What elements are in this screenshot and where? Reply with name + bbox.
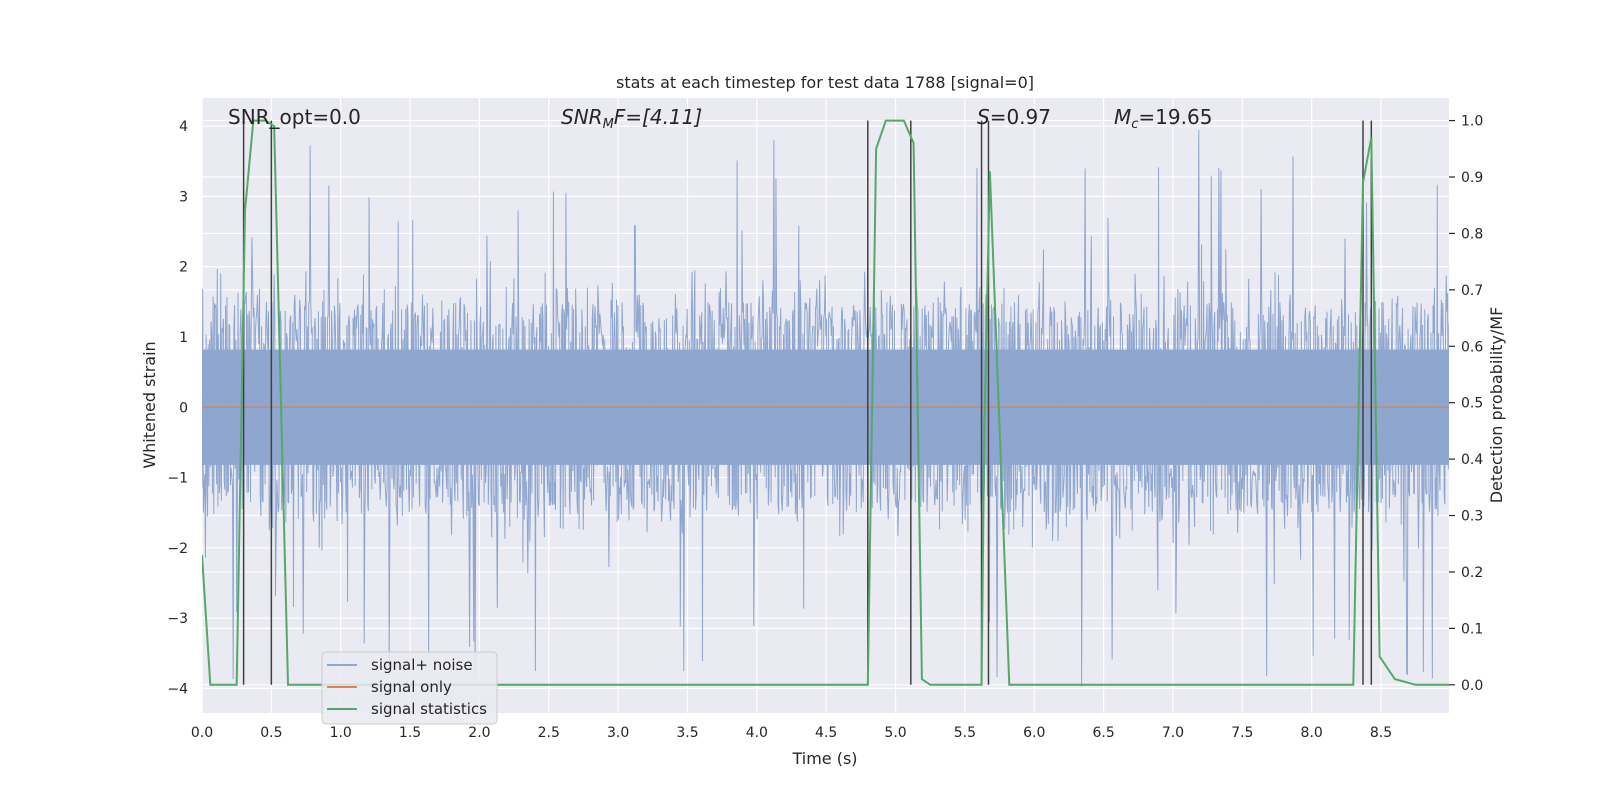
y-right-tick-label: 0.6 [1461, 339, 1483, 355]
x-tick-label: 8.0 [1301, 725, 1323, 741]
annotation-s-label: S [977, 105, 990, 129]
annotation-mc-sub: c [1131, 117, 1138, 132]
plot-area [202, 119, 1449, 687]
x-tick-label: 1.5 [399, 725, 421, 741]
x-tick-label: 5.5 [954, 725, 976, 741]
x-tick-label: 2.0 [468, 725, 490, 741]
y-tick-label: 0 [179, 400, 188, 416]
y-tick-label: 4 [179, 119, 188, 135]
x-tick-label: 3.5 [676, 725, 698, 741]
annotation-snr-mf-sub: M [603, 117, 614, 132]
chart-title: stats at each timestep for test data 178… [616, 73, 1034, 92]
y-right-tick-label: 1.0 [1461, 114, 1483, 130]
annotation-s-value: =0.97 [990, 105, 1051, 129]
x-tick-label: 6.5 [1092, 725, 1114, 741]
x-tick-label: 7.5 [1231, 725, 1253, 741]
x-tick-label: 2.5 [538, 725, 560, 741]
y-tick-label: −2 [167, 541, 188, 557]
y-tick-label: −4 [167, 681, 188, 697]
y-right-tick-label: 0.4 [1461, 452, 1483, 468]
annotation-mc-label: M [1114, 105, 1131, 129]
y-right-axis-label: Detection probability/MF [1487, 307, 1506, 504]
y-right-tick-label: 0.3 [1461, 509, 1483, 525]
y-tick-label: −1 [167, 471, 188, 487]
y-right-tick-label: 0.2 [1461, 565, 1483, 581]
y-right-tick-label: 0.9 [1461, 170, 1483, 186]
x-axis-ticks: 0.0 0.5 1.0 1.5 2.0 2.5 3.0 3.5 4.0 4.5 5.0 5.5 6.0 6… [191, 725, 1392, 741]
y-tick-label: 3 [179, 189, 188, 205]
y-axis-label: Whitened strain [140, 341, 159, 468]
legend: signal+ noise signal only signal statist… [321, 651, 498, 725]
legend-label-signal-only: signal only [371, 678, 452, 696]
x-tick-label: 0.0 [191, 725, 213, 741]
y-right-tick-label: 0.0 [1461, 678, 1483, 694]
annotation-snr-mf-suffix: F=[4.11] [614, 105, 702, 129]
noise-line [202, 130, 1449, 687]
x-tick-label: 6.0 [1023, 725, 1045, 741]
series-signal-statistics [202, 119, 1449, 686]
statistics-line [202, 119, 1449, 686]
annotation-snr-opt: SNR_opt=0.0 [228, 105, 361, 129]
legend-label-signal-noise: signal+ noise [371, 656, 473, 674]
x-tick-label: 3.0 [607, 725, 629, 741]
y-right-tick-label: 0.8 [1461, 226, 1483, 242]
annotations: SNR_opt=0.0 SNRMF=[4.11] S=0.97 Mc=19.65 [228, 105, 1212, 132]
y-right-tick-label: 0.7 [1461, 283, 1483, 299]
x-tick-label: 4.5 [815, 725, 837, 741]
y-right-axis-ticks: 0.0 0.1 0.2 0.3 0.4 0.5 0.6 0.7 0.8 0.9 1.0 [1449, 114, 1483, 694]
y-right-tick-label: 0.1 [1461, 621, 1483, 637]
x-tick-label: 4.0 [746, 725, 768, 741]
x-tick-label: 5.0 [884, 725, 906, 741]
annotation-s: S=0.97 [977, 105, 1051, 129]
x-tick-label: 7.0 [1162, 725, 1184, 741]
y-tick-label: 2 [179, 260, 188, 276]
y-tick-label: −3 [167, 611, 188, 627]
legend-label-signal-statistics: signal statistics [371, 700, 487, 718]
x-tick-label: 0.5 [260, 725, 282, 741]
x-axis-label: Time (s) [791, 749, 857, 768]
x-tick-label: 8.5 [1370, 725, 1392, 741]
y-right-tick-label: 0.5 [1461, 396, 1483, 412]
x-tick-label: 1.0 [330, 725, 352, 741]
y-axis-ticks: −4 −3 −2 −1 0 1 2 3 4 [167, 119, 188, 697]
legend-box [321, 651, 498, 725]
annotation-mc: Mc=19.65 [1114, 105, 1212, 132]
annotation-mc-value: =19.65 [1138, 105, 1212, 129]
annotation-snr-mf: SNRMF=[4.11] [561, 105, 702, 132]
y-tick-label: 1 [179, 330, 188, 346]
annotation-snr-mf-prefix: SNR [561, 105, 603, 129]
